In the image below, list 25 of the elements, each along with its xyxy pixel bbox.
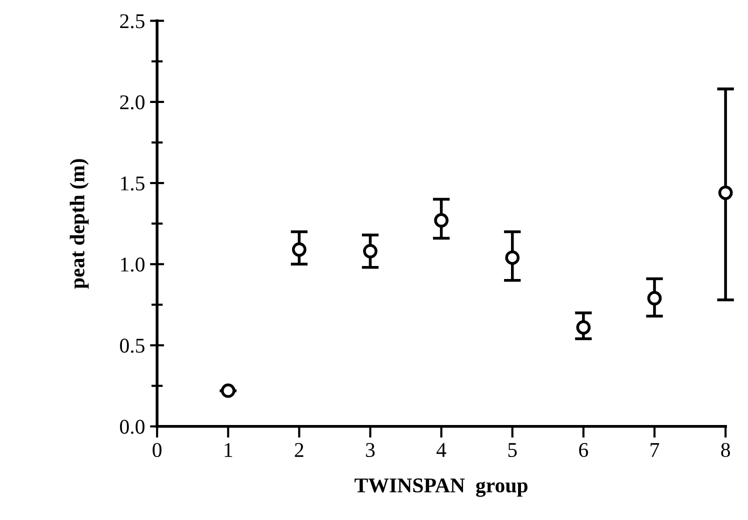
x-tick-label: 5: [508, 443, 517, 458]
y-tick-label: 1.5: [121, 176, 144, 191]
point: [647, 291, 662, 306]
x-tick-label: 0: [152, 442, 162, 458]
point: [363, 244, 378, 258]
x-tick-label: 6: [579, 443, 588, 458]
y-tick-label: 1.0: [121, 258, 144, 272]
x-tick-label: 2: [294, 443, 304, 457]
x-tick-label: 4: [436, 443, 446, 457]
point: [292, 242, 306, 257]
y-tick-label: 2.5: [120, 14, 144, 28]
y-tick-label: 2.0: [120, 95, 144, 110]
point: [220, 384, 236, 398]
x-tick-label: 1: [224, 443, 232, 457]
y-tick-label: 0.0: [120, 420, 144, 434]
point: [434, 213, 449, 228]
x-axis-title: TWINSPAN group: [354, 478, 528, 497]
y-axis-title: peat depth (m): [70, 159, 89, 289]
point: [505, 250, 520, 265]
point: [576, 320, 591, 335]
point: [718, 186, 733, 200]
x-tick-label: 7: [650, 443, 660, 457]
x-tick-label: 8: [721, 442, 730, 458]
x-tick-label: 3: [366, 443, 375, 458]
y-tick-label: 0.5: [120, 338, 144, 353]
